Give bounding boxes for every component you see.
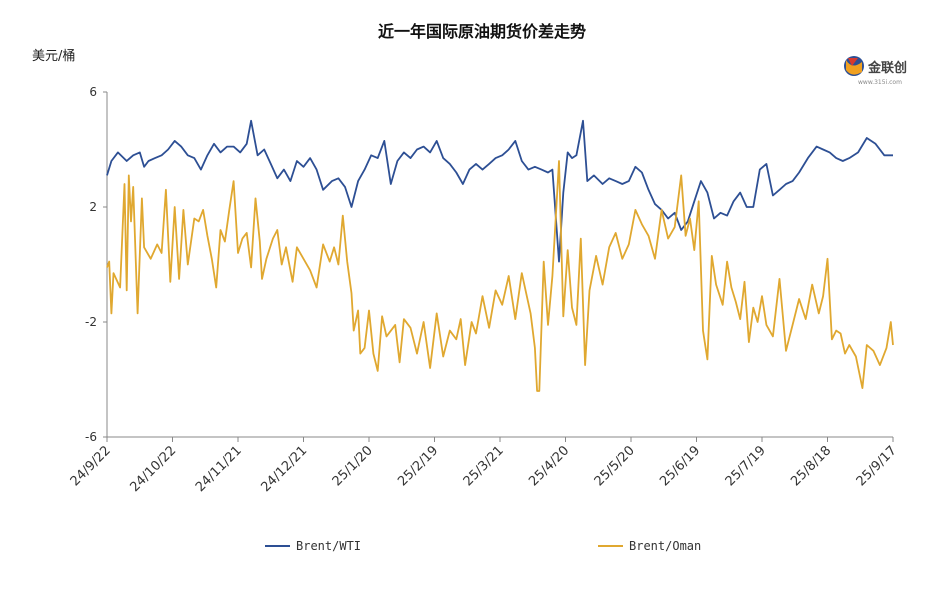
x-tick-label: 25/5/20	[592, 443, 638, 489]
x-tick-label: 24/12/21	[258, 443, 310, 495]
y-tick-label: -6	[85, 430, 97, 444]
plot-area	[106, 119, 894, 392]
logo-accent-icon	[848, 58, 858, 66]
logo-url: www.315i.com	[858, 79, 902, 86]
x-tick-label: 25/4/20	[526, 443, 572, 489]
x-tick-label: 25/6/19	[657, 443, 703, 489]
logo-name: 金联创	[867, 60, 907, 76]
y-tick-label: 2	[89, 200, 97, 214]
series-line-brent-wti	[106, 119, 893, 263]
chart-title: 近一年国际原油期货价差走势	[378, 22, 586, 41]
x-tick-label: 25/7/19	[723, 443, 769, 489]
axes: 6 2 -2 -624/9/22 24/10/22 24/11/21 24/12/21 25/…	[68, 85, 900, 495]
y-tick-label: 6	[89, 85, 97, 99]
x-tick-label: 24/9/22	[68, 443, 114, 489]
legend-label: Brent/WTI	[296, 539, 361, 553]
x-tick-label: 25/2/19	[395, 443, 441, 489]
x-tick-label: 25/9/17	[854, 443, 900, 489]
x-tick-label: 24/11/21	[193, 443, 245, 495]
y-tick-label: -2	[85, 315, 97, 329]
x-tick-label: 25/1/20	[330, 443, 376, 489]
x-tick-label: 25/3/21	[461, 443, 507, 489]
series-line-brent-oman	[106, 160, 894, 392]
legend-label: Brent/Oman	[629, 539, 701, 553]
x-tick-label: 24/10/22	[127, 443, 179, 495]
logo: 金联创 www.315i.com	[844, 56, 907, 86]
legend: Brent/WTI Brent/Oman	[265, 539, 701, 553]
unit-label: 美元/桶	[32, 49, 75, 64]
x-tick-label: 25/8/18	[788, 443, 834, 489]
logo-swoosh-icon	[846, 60, 862, 75]
